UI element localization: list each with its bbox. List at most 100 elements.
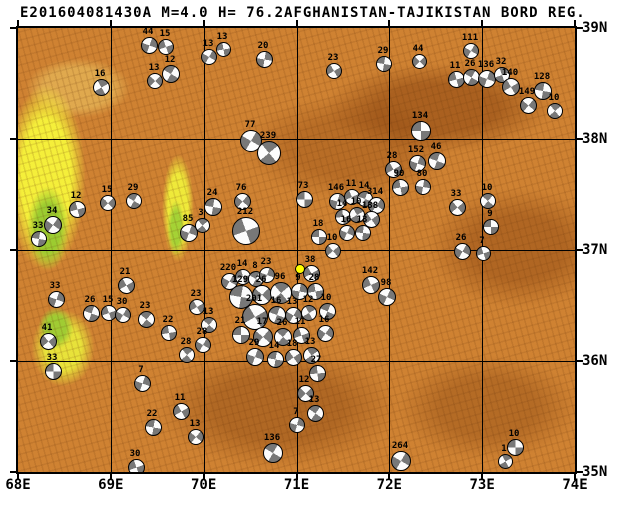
focal-mechanism-label: 152	[407, 144, 425, 155]
focal-mechanism-label: 10	[350, 197, 362, 207]
focal-mechanism-ball	[255, 50, 273, 68]
focal-mechanism-ball	[534, 82, 552, 100]
focal-mechanism-ball	[325, 243, 341, 259]
focal-mechanism-label: 90	[393, 168, 405, 179]
focal-mechanism-label: 140	[501, 68, 519, 78]
focal-mechanism-label: 76	[235, 182, 247, 193]
focal-mechanism-ball	[355, 225, 371, 241]
map-frame: 44 15 12 13 16 13 13 20 23 29 44 111 11 26 136 32 140 128…	[16, 26, 577, 474]
y-axis-label: 36N	[582, 353, 608, 369]
focal-mechanism-label: 201	[245, 294, 263, 304]
focal-mechanism-label: 138	[361, 200, 379, 211]
focal-mechanism-label: 21	[234, 316, 246, 326]
focal-mechanism-label: 20	[257, 40, 269, 51]
focal-mechanism-ball	[311, 229, 327, 245]
tick-mark-top	[109, 20, 112, 26]
focal-mechanism-label: 13	[308, 394, 320, 405]
focal-mechanism-label: 10	[326, 233, 338, 243]
focal-mechanism-label: 16	[94, 68, 106, 79]
focal-mechanism-label: 33	[450, 188, 462, 199]
tick-mark-top	[202, 20, 205, 26]
tick-mark-top	[295, 20, 298, 26]
focal-mechanism-ball	[188, 429, 204, 445]
focal-mechanism-ball	[253, 327, 273, 347]
focal-mechanism-ball	[240, 130, 262, 152]
focal-mechanism-label: 29	[127, 183, 139, 193]
grid-line-horizontal	[18, 139, 575, 140]
tick-mark-left	[10, 471, 16, 473]
tick-mark-top	[574, 20, 576, 26]
focal-mechanism-label: 33	[46, 352, 58, 363]
tick-mark-right	[577, 249, 583, 251]
focal-mechanism-ball	[257, 141, 281, 165]
focal-mechanism-label: 220	[219, 262, 237, 273]
focal-mechanism-label: 80	[416, 169, 428, 179]
focal-mechanism-label: 46	[430, 142, 442, 152]
focal-mechanism-label: 23	[139, 300, 151, 311]
focal-mechanism-label: 12	[164, 55, 176, 65]
grid-line-horizontal	[18, 250, 575, 251]
focal-mechanism-ball	[215, 41, 231, 57]
focal-mechanism-label: 44	[412, 43, 424, 54]
focal-mechanism-ball	[204, 198, 222, 216]
focal-mechanism-label: 77	[244, 120, 256, 130]
tick-mark-left	[10, 249, 16, 251]
focal-mechanism-label: 85	[182, 214, 194, 224]
focal-mechanism-ball	[308, 364, 326, 382]
focal-mechanism-label: 12	[302, 295, 314, 305]
focal-mechanism-ball	[462, 68, 480, 86]
focal-mechanism-label: 34	[46, 206, 58, 216]
focal-mechanism-label: 10	[481, 183, 493, 193]
focal-mechanism-label: 73	[297, 180, 309, 191]
focal-mechanism-label: 17	[256, 317, 268, 327]
focal-mechanism-ball	[179, 347, 195, 363]
focal-mechanism-ball	[127, 458, 145, 472]
focal-mechanism-label: 11	[294, 316, 306, 327]
focal-mechanism-label: 129	[231, 275, 249, 285]
tick-mark-bottom	[388, 474, 391, 480]
focal-mechanism-ball	[408, 154, 426, 172]
focal-mechanism-ball	[447, 70, 465, 88]
focal-mechanism-ball	[453, 242, 471, 260]
focal-mechanism-label: 15	[102, 295, 114, 305]
focal-mechanism-label: 18	[286, 338, 298, 349]
x-axis-label: 74E	[562, 477, 588, 493]
focal-mechanism-ball	[140, 36, 158, 54]
focal-mechanism-label: 32	[495, 57, 507, 67]
focal-mechanism-label: 23	[190, 289, 202, 299]
focal-mechanism-label: 134	[411, 111, 429, 121]
focal-mechanism-label: 264	[391, 441, 409, 451]
focal-mechanism-label: 212	[236, 207, 254, 217]
focal-mechanism-ball	[44, 362, 62, 380]
focal-mechanism-ball	[68, 200, 86, 218]
y-axis-label: 39N	[582, 20, 608, 36]
focal-mechanism-label: 9	[295, 272, 301, 283]
focal-mechanism-ball	[144, 418, 162, 436]
focal-mechanism-ball	[126, 193, 142, 209]
tick-mark-right	[577, 471, 583, 473]
focal-mechanism-label: 14	[358, 181, 370, 191]
map-title: E201604081430A M=4.0 H= 76.2AFGHANISTAN-…	[20, 5, 586, 21]
x-axis-label: 72E	[376, 477, 402, 493]
tick-mark-left	[10, 27, 16, 29]
focal-mechanism-label: 30	[116, 297, 128, 307]
focal-mechanism-ball	[39, 332, 57, 350]
focal-mechanism-ball	[362, 276, 380, 294]
focal-mechanism-ball	[296, 384, 314, 402]
focal-mechanism-label: 22	[146, 408, 158, 419]
focal-mechanism-label: 18	[312, 219, 324, 229]
focal-mechanism-ball	[274, 328, 292, 346]
focal-mechanism-ball	[411, 121, 431, 141]
focal-mechanism-label: 21	[119, 266, 131, 277]
focal-mechanism-ball	[316, 324, 334, 342]
focal-mechanism-label: 28	[386, 150, 398, 161]
focal-mechanism-label: 98	[380, 278, 392, 288]
focal-mechanism-ball	[306, 404, 324, 422]
tick-mark-bottom	[295, 474, 298, 480]
region-name: AFGHANISTAN-TAJIKISTAN BORD REG.	[284, 5, 586, 21]
focal-mechanism-label: 26	[255, 275, 267, 285]
focal-mechanism-label: 146	[327, 182, 345, 193]
focal-mechanism-label: 16	[270, 296, 282, 306]
x-axis-label: 70E	[191, 477, 217, 493]
